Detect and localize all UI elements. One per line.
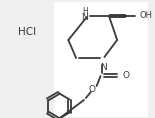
Text: HCl: HCl [18, 27, 36, 37]
Text: H: H [82, 6, 88, 15]
Text: OH: OH [140, 11, 153, 21]
FancyBboxPatch shape [54, 2, 148, 117]
Text: N: N [100, 63, 107, 72]
Text: O: O [123, 72, 130, 80]
Text: O: O [88, 86, 95, 95]
Text: N: N [82, 13, 88, 21]
